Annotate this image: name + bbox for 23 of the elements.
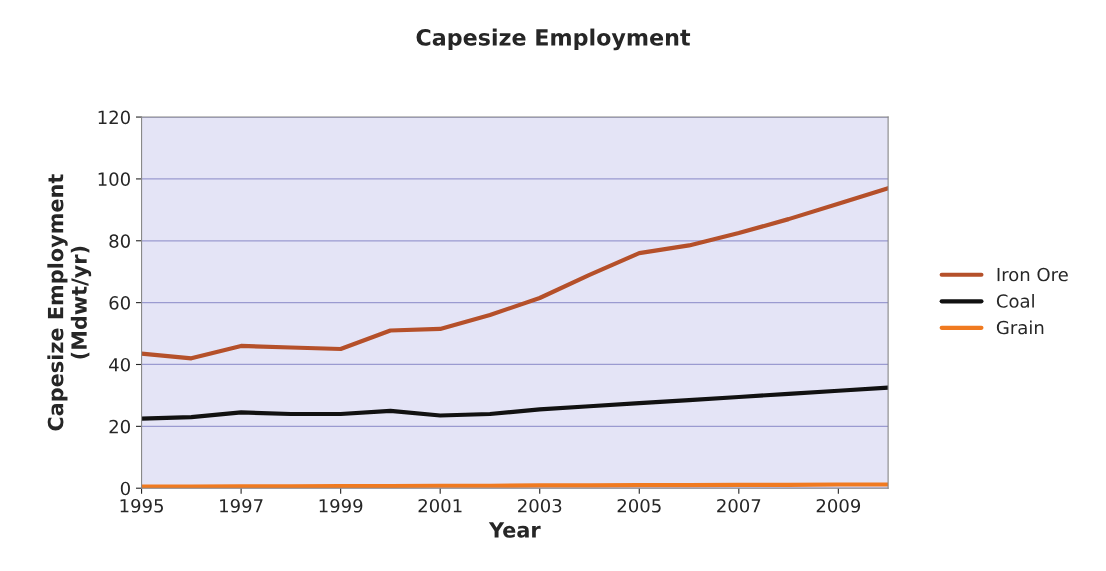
y-tick-label: 20: [109, 419, 130, 434]
line-series: [141, 186, 889, 361]
y-axis-title: Capesize Employment (Mdwt/yr): [47, 174, 92, 431]
y-tick-label: 0: [120, 481, 130, 496]
y-tick-label: 40: [109, 357, 130, 372]
line-series: [141, 385, 889, 421]
x-tick-label: 2005: [617, 498, 661, 513]
chart-title: Capesize Employment: [416, 28, 691, 51]
legend-label: Iron Ore: [997, 267, 1068, 282]
x-tick-label: 2007: [717, 498, 761, 513]
y-tick-label: 100: [98, 172, 130, 187]
y-tick-label: 60: [109, 296, 130, 310]
legend-label: Grain: [996, 320, 1044, 335]
x-tick-label: 1999: [319, 498, 363, 513]
y-tick-label: 80: [109, 234, 130, 248]
legend-label: Coal: [996, 293, 1034, 308]
x-tick-label: 1997: [220, 498, 263, 513]
y-tick-label: 120: [98, 110, 130, 125]
x-tick-label: 2001: [418, 498, 462, 513]
x-tick-label: 2003: [518, 498, 562, 513]
x-tick-label: 1995: [120, 498, 163, 513]
x-tick-label: 2009: [816, 498, 861, 513]
x-axis-title: Year: [488, 522, 541, 538]
